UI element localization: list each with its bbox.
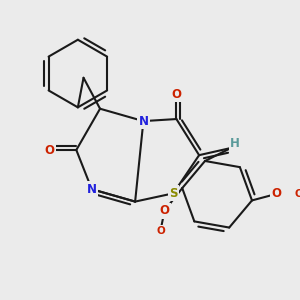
Text: O: O bbox=[294, 189, 300, 199]
Text: N: N bbox=[138, 115, 148, 128]
Text: N: N bbox=[87, 183, 97, 196]
Text: O: O bbox=[272, 189, 281, 199]
Text: O: O bbox=[171, 88, 182, 101]
Text: O: O bbox=[156, 226, 165, 236]
Text: O: O bbox=[160, 206, 169, 216]
Text: O: O bbox=[171, 88, 182, 101]
Text: S: S bbox=[169, 187, 178, 200]
Text: N: N bbox=[138, 115, 148, 128]
Text: S: S bbox=[169, 187, 178, 200]
Text: O: O bbox=[160, 204, 170, 217]
Text: O: O bbox=[44, 143, 55, 157]
Text: O: O bbox=[44, 143, 55, 157]
Text: O: O bbox=[271, 188, 281, 200]
Text: H: H bbox=[230, 137, 240, 150]
Text: H: H bbox=[230, 143, 239, 153]
Text: N: N bbox=[87, 183, 97, 196]
